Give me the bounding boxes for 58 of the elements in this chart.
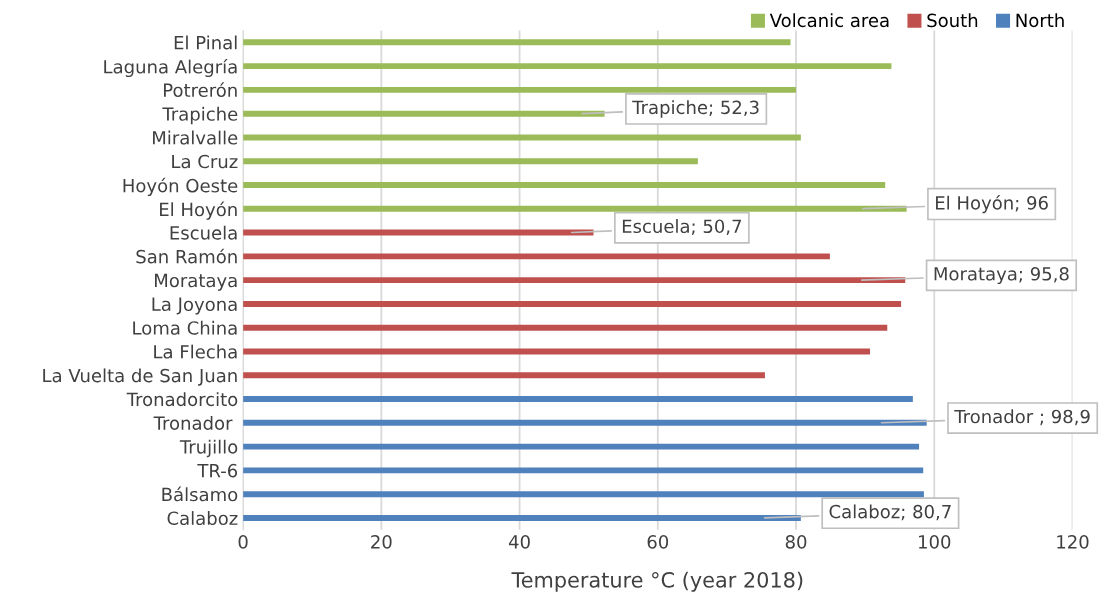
y-tick-label: La Joyona — [152, 297, 237, 315]
bar — [243, 63, 892, 70]
x-tick-label: 80 — [785, 535, 807, 549]
bar — [243, 39, 791, 46]
y-tick-label: Escuela — [170, 225, 237, 240]
y-tick-label: Trujillo — [179, 439, 238, 458]
bar — [243, 110, 605, 117]
y-tick-label: Calaboz — [167, 511, 238, 526]
y-tick-label: Loma China — [133, 320, 237, 335]
bar — [243, 324, 888, 331]
y-tick-label: Bálsamo — [162, 486, 238, 502]
legend-label: South — [927, 13, 978, 28]
data-label: Escuela; 50,7 — [622, 219, 742, 235]
legend-label: North — [1016, 13, 1064, 28]
bar — [243, 229, 594, 236]
data-label: Trapiche; 52,3 — [632, 100, 759, 118]
bar — [243, 372, 765, 379]
x-tick-label: 0 — [238, 535, 248, 549]
y-tick-label: Morataya — [155, 273, 237, 291]
x-tick-label: 60 — [647, 535, 669, 549]
bar — [243, 182, 886, 188]
bar — [243, 277, 906, 284]
x-tick-label: 40 — [508, 535, 530, 549]
legend-label: Volcanic area — [769, 13, 889, 28]
x-tick-label: 100 — [919, 535, 951, 549]
data-label: El Hoyón; 96 — [936, 194, 1048, 214]
bar — [243, 158, 698, 165]
y-tick-label: El Hoyón — [160, 201, 237, 220]
x-axis-title: Temperature °C (year 2018) — [511, 571, 803, 592]
y-tick-label: El Pinal — [174, 35, 237, 50]
y-tick-label: Trapiche — [162, 106, 238, 125]
x-tick-label: 20 — [371, 535, 392, 549]
bar — [243, 491, 924, 498]
bar — [243, 205, 907, 212]
y-tick-label: Potrerón — [164, 82, 237, 98]
bar — [243, 396, 913, 403]
y-tick-label: San Ramón — [136, 248, 237, 264]
y-tick-label: TR-6 — [197, 463, 238, 478]
data-label: Tronador ; 98,9 — [954, 409, 1090, 426]
x-tick-label: 120 — [1057, 535, 1089, 549]
bar — [243, 300, 902, 307]
y-tick-label: Tronadorcito — [126, 392, 238, 407]
bar — [243, 134, 801, 141]
y-tick-label: La Cruz — [172, 154, 238, 169]
y-tick-label: Miralvalle — [153, 130, 238, 145]
bar — [243, 419, 927, 426]
data-label: Morataya; 95,8 — [934, 266, 1069, 285]
y-tick-label: Tronador — [153, 415, 233, 430]
y-tick-label: La Flecha — [154, 344, 237, 359]
data-label: Calaboz; 80,7 — [829, 504, 951, 521]
y-tick-label: La Vuelta de San Juan — [43, 368, 237, 386]
bar — [243, 443, 920, 450]
bar — [243, 467, 924, 474]
bar — [243, 253, 830, 260]
bar — [243, 86, 797, 93]
y-tick-label: Laguna Alegría — [104, 58, 237, 78]
y-tick-label: Hoyón Oeste — [123, 177, 238, 196]
bar — [243, 514, 801, 521]
